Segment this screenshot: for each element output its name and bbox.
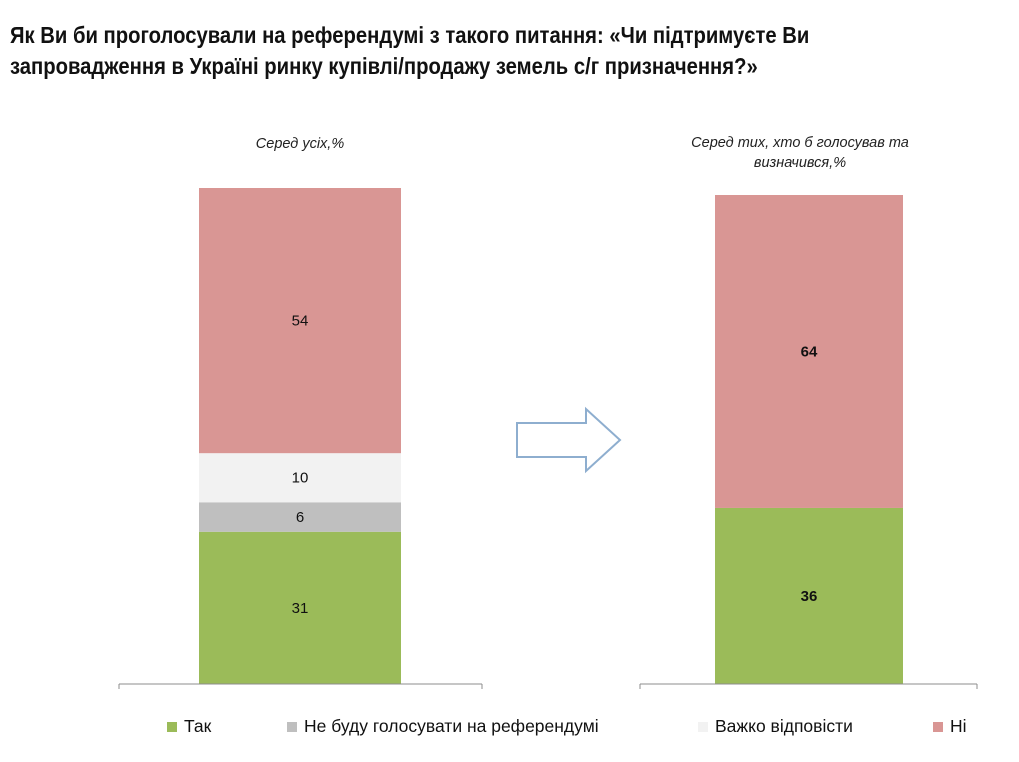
data-label-no: 64 xyxy=(801,343,818,360)
bar-segment-yes xyxy=(199,531,401,684)
chart-title: Як Ви би проголосували на референдумі з … xyxy=(10,20,890,82)
right-arrow-icon xyxy=(516,406,622,474)
legend-swatch-yes xyxy=(167,721,177,732)
right-stacked-bar: 36 64 xyxy=(715,195,903,684)
legend-swatch-not_vote xyxy=(287,721,297,732)
chart-title-line-2: запровадження в Україні ринку купівлі/пр… xyxy=(10,53,758,79)
legend-item-no: Ні xyxy=(933,716,967,737)
legend-label-hard_to_say: Важко відповісти xyxy=(715,716,853,736)
bar-segment-no xyxy=(199,188,401,454)
bar-segment-yes xyxy=(715,507,903,684)
legend: Так Не буду голосувати на референдумі Важк… xyxy=(0,716,1019,744)
data-label-not_vote: 6 xyxy=(296,509,304,526)
legend-label-not_vote: Не буду голосувати на референдумі xyxy=(304,716,599,736)
legend-label-no: Ні xyxy=(950,716,967,736)
legend-item-not_vote: Не буду голосувати на референдумі xyxy=(287,716,599,737)
legend-item-yes: Так xyxy=(167,716,211,737)
right-panel-subtitle: Серед тих, хто б голосував та визначився… xyxy=(650,133,950,173)
right-panel-subtitle-line-2: визначився,% xyxy=(753,155,847,171)
legend-label-yes: Так xyxy=(184,716,212,736)
left-stacked-bar: 31 6 10 54 xyxy=(199,188,401,684)
right-panel-subtitle-line-1: Серед тих, хто б голосував та xyxy=(691,135,909,151)
left-panel-subtitle: Серед усіх,% xyxy=(255,136,345,152)
data-label-yes: 31 xyxy=(292,600,309,617)
legend-swatch-no xyxy=(933,721,943,732)
bar-segment-not_vote xyxy=(199,502,401,532)
bar-segment-no xyxy=(715,195,903,508)
chart-title-line-1: Як Ви би проголосували на референдумі з … xyxy=(10,22,810,48)
data-label-no: 54 xyxy=(292,313,309,330)
bar-segment-hard_to_say xyxy=(199,453,401,503)
legend-item-hard_to_say: Важко відповісти xyxy=(698,716,853,737)
data-label-yes: 36 xyxy=(801,588,818,605)
legend-swatch-hard_to_say xyxy=(698,721,708,732)
data-label-hard_to_say: 10 xyxy=(292,470,309,487)
